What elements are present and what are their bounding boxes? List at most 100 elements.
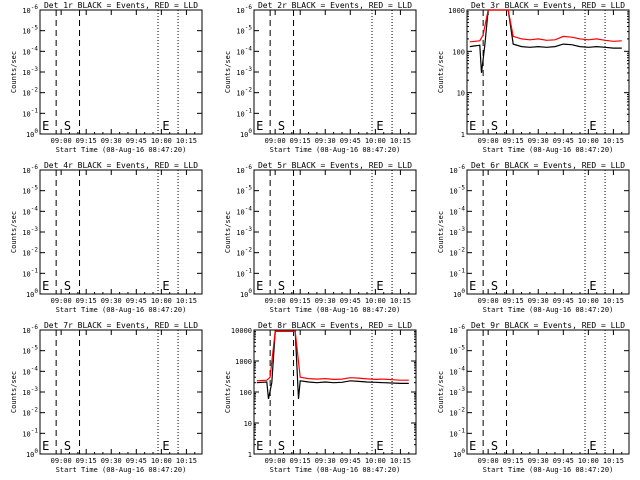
y-tick-label: 10-5	[22, 185, 38, 196]
marker-e: E	[589, 439, 596, 453]
y-tick-label: 10-5	[449, 345, 465, 356]
marker-e: E	[162, 119, 169, 133]
detector-panel-3: Det 3r BLACK = Events, RED = LLD 1 10 100 10…	[437, 1, 630, 154]
y-tick-label: 10-4	[22, 205, 38, 216]
marker-e: E	[256, 279, 263, 293]
marker-e: E	[376, 439, 383, 453]
y-tick-label: 10-1	[22, 107, 38, 118]
x-tick-label: 10:00	[365, 137, 386, 145]
y-tick-label: 10-4	[22, 365, 38, 376]
y-tick-label: 100	[453, 448, 465, 459]
panel-title: Det 9r BLACK = Events, RED = LLD	[471, 321, 625, 330]
x-tick-label: 09:30	[315, 137, 336, 145]
marker-e: E	[589, 279, 596, 293]
x-tick-label: 09:00	[51, 457, 72, 465]
x-tick-label: 09:15	[76, 297, 97, 305]
y-tick-label: 10-4	[22, 45, 38, 56]
x-tick-label: 10:00	[151, 137, 172, 145]
x-tick-label: 10:15	[176, 297, 197, 305]
detector-panel-2: Det 2r BLACK = Events, RED = LLD 100 10-1 1…	[224, 1, 417, 154]
x-tick-label: 09:30	[528, 297, 549, 305]
panel-title: Det 8r BLACK = Events, RED = LLD	[258, 321, 412, 330]
y-axis-label: Counts/sec	[437, 211, 445, 253]
x-tick-label: 10:15	[176, 137, 197, 145]
x-tick-label: 09:15	[503, 137, 524, 145]
marker-s: S	[64, 439, 71, 453]
y-tick-label: 10000	[231, 327, 252, 335]
panel-title: Det 5r BLACK = Events, RED = LLD	[258, 161, 412, 170]
x-tick-label: 09:00	[478, 137, 499, 145]
y-tick-label: 10-1	[22, 267, 38, 278]
y-axis-label: Counts/sec	[10, 371, 18, 413]
y-tick-label: 10-4	[236, 45, 252, 56]
y-tick-label: 10-3	[236, 226, 252, 237]
y-tick-label: 10-5	[236, 185, 252, 196]
y-tick-label: 10-4	[236, 205, 252, 216]
marker-e: E	[256, 439, 263, 453]
y-tick-label: 100	[240, 128, 252, 139]
marker-e: E	[469, 279, 476, 293]
y-tick-label: 10-3	[449, 386, 465, 397]
marker-e: E	[376, 119, 383, 133]
x-tick-label: 10:15	[390, 297, 411, 305]
x-tick-label: 09:00	[265, 137, 286, 145]
marker-e: E	[469, 439, 476, 453]
x-axis-label: Start Time (08-Aug-16 08:47:20)	[483, 466, 614, 474]
x-tick-label: 10:00	[578, 457, 599, 465]
detector-panel-8: Det 8r BLACK = Events, RED = LLD 1 10 100 10…	[224, 321, 417, 474]
x-tick-label: 09:45	[340, 297, 361, 305]
x-tick-label: 10:15	[176, 457, 197, 465]
y-axis-label: Counts/sec	[437, 51, 445, 93]
x-tick-label: 10:00	[365, 297, 386, 305]
y-tick-label: 10-2	[236, 247, 252, 258]
x-tick-label: 10:00	[365, 457, 386, 465]
detector-panel-6: Det 6r BLACK = Events, RED = LLD 100 10-1 1…	[437, 161, 630, 314]
y-tick-label: 10-5	[22, 345, 38, 356]
y-tick-label: 10-3	[22, 66, 38, 77]
x-tick-label: 09:45	[553, 297, 574, 305]
y-tick-label: 10-6	[449, 324, 465, 335]
x-tick-label: 10:15	[603, 137, 624, 145]
x-tick-label: 09:15	[290, 137, 311, 145]
y-tick-label: 10-3	[22, 226, 38, 237]
y-tick-label: 1000	[235, 358, 252, 366]
plot-frame	[466, 9, 630, 135]
x-tick-label: 09:45	[126, 297, 147, 305]
y-tick-label: 1	[248, 451, 252, 459]
x-axis-label: Start Time (08-Aug-16 08:47:20)	[270, 466, 401, 474]
y-axis-label: Counts/sec	[224, 211, 232, 253]
x-tick-label: 09:30	[101, 137, 122, 145]
detector-panel-7: Det 7r BLACK = Events, RED = LLD 100 10-1 1…	[10, 321, 203, 474]
x-tick-label: 09:30	[528, 137, 549, 145]
x-axis-label: Start Time (08-Aug-16 08:47:20)	[56, 306, 187, 314]
marker-e: E	[256, 119, 263, 133]
panel-title: Det 4r BLACK = Events, RED = LLD	[44, 161, 198, 170]
detector-panel-4: Det 4r BLACK = Events, RED = LLD 100 10-1 1…	[10, 161, 203, 314]
x-tick-label: 10:00	[578, 137, 599, 145]
x-tick-label: 10:00	[151, 457, 172, 465]
x-axis-label: Start Time (08-Aug-16 08:47:20)	[270, 306, 401, 314]
detector-panel-1: Det 1r BLACK = Events, RED = LLD 100 10-1 1…	[10, 1, 203, 154]
x-axis-label: Start Time (08-Aug-16 08:47:20)	[56, 466, 187, 474]
marker-s: S	[278, 119, 285, 133]
y-tick-label: 10-1	[236, 267, 252, 278]
x-axis-label: Start Time (08-Aug-16 08:47:20)	[56, 146, 187, 154]
x-tick-label: 10:15	[603, 297, 624, 305]
panel-title: Det 6r BLACK = Events, RED = LLD	[471, 161, 625, 170]
x-tick-label: 09:45	[126, 137, 147, 145]
x-axis-label: Start Time (08-Aug-16 08:47:20)	[483, 146, 614, 154]
y-axis-label: Counts/sec	[437, 371, 445, 413]
y-tick-label: 10-2	[22, 87, 38, 98]
marker-e: E	[42, 119, 49, 133]
y-tick-label: 10	[244, 420, 252, 428]
x-tick-label: 10:15	[390, 457, 411, 465]
y-tick-label: 10-5	[236, 25, 252, 36]
marker-s: S	[491, 439, 498, 453]
y-tick-label: 100	[452, 48, 465, 56]
y-tick-label: 10-2	[22, 247, 38, 258]
panel-title: Det 1r BLACK = Events, RED = LLD	[44, 1, 198, 10]
y-tick-label: 10-3	[449, 226, 465, 237]
panel-title: Det 2r BLACK = Events, RED = LLD	[258, 1, 412, 10]
y-tick-label: 10-5	[22, 25, 38, 36]
